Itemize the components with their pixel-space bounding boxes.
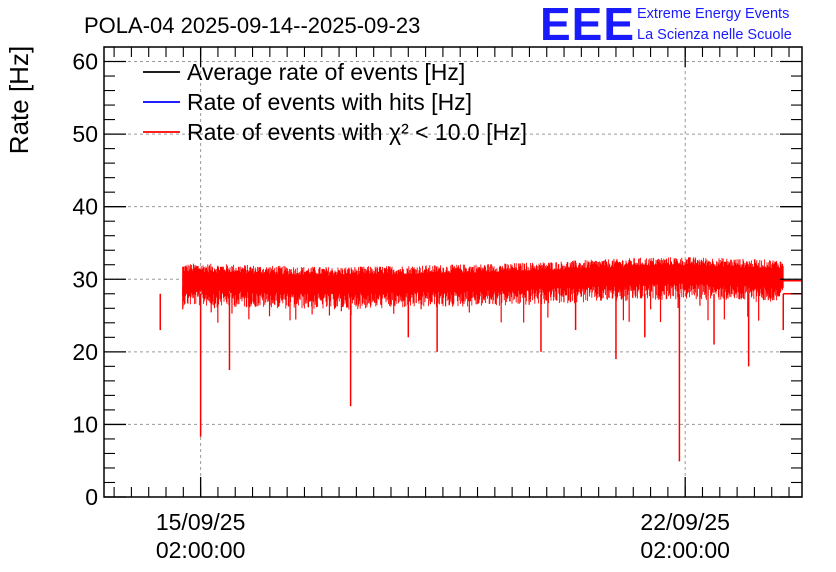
logo-line-1: Extreme Energy Events [637,6,789,22]
x-tick-label-time: 02:00:00 [640,537,730,563]
y-tick-label: 40 [72,194,98,220]
y-tick-label: 10 [72,411,98,437]
legend-entry: Rate of events with χ² < 10.0 [Hz] [187,119,527,145]
chart-title: POLA-04 2025-09-14--2025-09-23 [84,13,420,38]
logo-line-2: La Scienza nelle Scuole [637,27,792,43]
plot-frame [103,46,803,498]
y-tick-label: 30 [72,266,98,292]
legend: Average rate of events [Hz] Rate of event… [143,59,527,145]
x-tick-label-time: 02:00:00 [156,537,246,563]
y-tick-label: 50 [72,121,98,147]
y-axis-title: Rate [Hz] [4,46,34,154]
series-chi2-band [182,257,784,310]
legend-entry: Average rate of events [Hz] [187,59,465,85]
y-tick-labels: 0 10 20 30 40 50 60 [72,49,98,510]
legend-entry: Rate of events with hits [Hz] [187,89,472,115]
axis-ticks [104,46,802,498]
x-tick-label-date: 22/09/25 [640,509,730,535]
y-tick-label: 0 [85,484,98,510]
eee-logo: EEE Extreme Energy Events La Scienza nel… [540,0,792,50]
y-tick-label: 20 [72,339,98,365]
series-chi2-rate [159,257,785,462]
x-tick-label-date: 15/09/25 [156,509,246,535]
y-tick-label: 60 [72,49,98,75]
logo-mark: EEE [540,0,635,50]
flat-trend-lines [783,279,802,295]
